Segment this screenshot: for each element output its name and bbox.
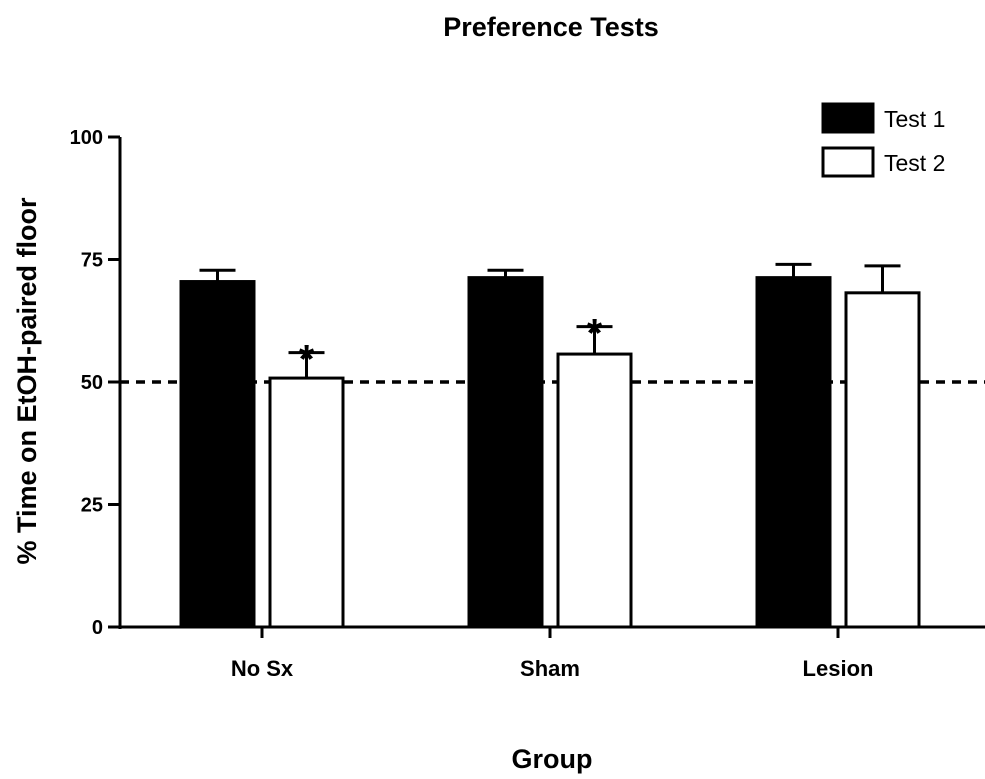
- y-tick-label: 75: [81, 250, 103, 272]
- significance-marker: *: [587, 312, 603, 356]
- bar-test-2-sham: [556, 352, 633, 629]
- bar-test-2-lesion: [844, 291, 921, 629]
- x-ticks: No Sx Sham Lesion: [231, 627, 874, 681]
- legend-label: Test 2: [884, 150, 945, 176]
- y-tick-label: 100: [70, 127, 103, 149]
- x-tick-label: No Sx: [231, 656, 294, 681]
- legend-swatch: [821, 102, 875, 134]
- y-tick-label: 0: [92, 617, 103, 639]
- plot-area: **: [120, 262, 985, 629]
- chart-title: Preference Tests: [443, 12, 659, 42]
- x-tick-label: Lesion: [803, 656, 874, 681]
- significance-marker: *: [299, 338, 315, 382]
- bar-test-1-lesion: [755, 276, 832, 629]
- y-tick-label: 25: [81, 495, 103, 517]
- legend-label: Test 1: [884, 106, 945, 132]
- x-tick-label: Sham: [520, 656, 580, 681]
- y-ticks: 0 25 50 75 100: [70, 127, 120, 639]
- bar-test-1-no-sx: [179, 280, 256, 629]
- y-axis-label: % Time on EtOH-paired floor: [12, 197, 42, 565]
- y-tick-label: 50: [81, 372, 103, 394]
- legend-swatch: [821, 146, 875, 178]
- x-axis-label: Group: [512, 744, 593, 774]
- bar-test-2-no-sx: [268, 376, 345, 629]
- legend: Test 1 Test 2: [821, 102, 945, 178]
- bar-test-1-sham: [467, 276, 544, 629]
